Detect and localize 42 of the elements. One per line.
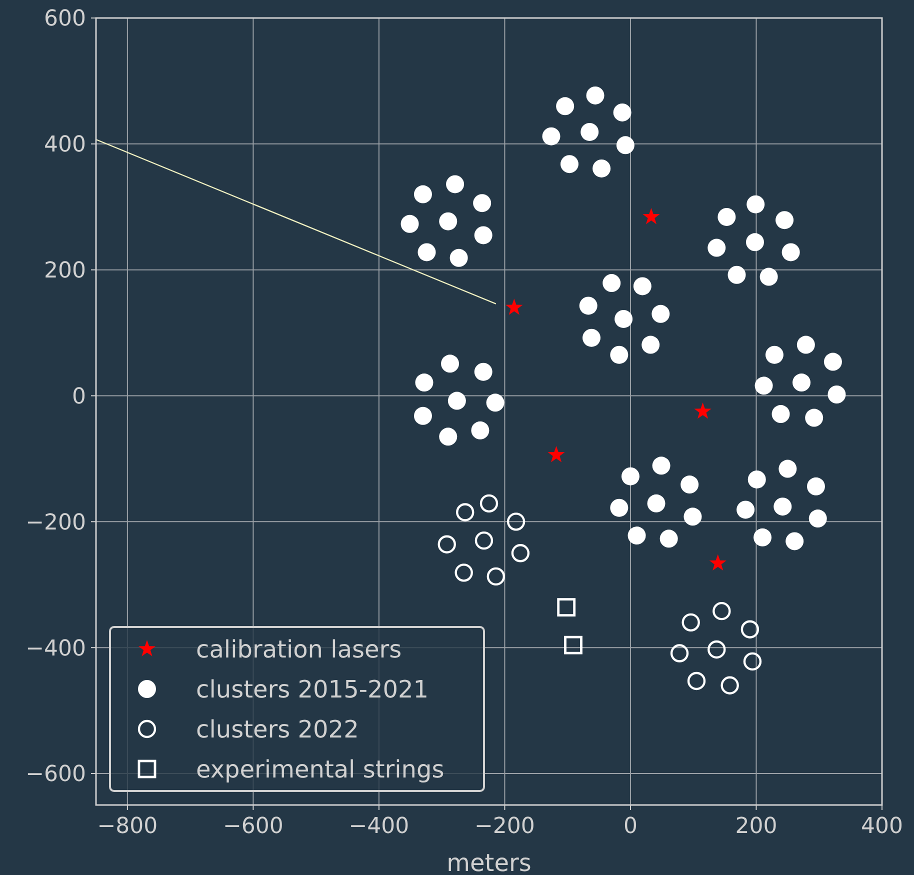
point: [506, 512, 526, 531]
point: [708, 640, 726, 659]
point: [564, 636, 582, 654]
point: [682, 613, 700, 632]
legend-label: calibration lasers: [196, 635, 402, 664]
point: [438, 535, 456, 554]
x-tick-label: −600: [222, 814, 284, 839]
x-tick-label: −800: [97, 814, 158, 839]
point: [456, 503, 474, 522]
point: [670, 644, 689, 662]
legend-label: clusters 2015-2021: [196, 675, 429, 704]
y-tick-label: −400: [26, 636, 86, 662]
x-tick-label: −200: [474, 814, 535, 839]
point: [687, 672, 706, 690]
point: [474, 531, 494, 550]
point: [548, 446, 565, 462]
point: [743, 652, 762, 671]
x-tick-label: −400: [348, 814, 410, 839]
point: [720, 676, 739, 694]
point: [480, 494, 498, 513]
point: [557, 598, 576, 617]
point: [642, 208, 660, 224]
y-tick-label: 400: [44, 132, 86, 158]
point: [712, 602, 731, 620]
y-tick-label: 600: [44, 6, 86, 32]
point: [740, 620, 760, 638]
y-tick-label: −600: [26, 762, 86, 788]
point: [709, 554, 726, 571]
point: [511, 544, 530, 562]
x-tick-label: 200: [735, 814, 778, 839]
point: [694, 402, 712, 419]
x-axis-title: meters: [446, 849, 532, 875]
y-tick-label: −200: [26, 510, 86, 536]
y-tick-label: 0: [72, 384, 86, 410]
point: [454, 564, 473, 582]
x-tick-label: 0: [623, 814, 638, 839]
point: [506, 298, 523, 315]
legend-label: experimental strings: [196, 755, 444, 784]
x-tick-label: 400: [861, 814, 903, 839]
legend-label: clusters 2022: [196, 715, 359, 744]
point: [486, 567, 506, 586]
y-tick-label: 200: [44, 258, 86, 284]
